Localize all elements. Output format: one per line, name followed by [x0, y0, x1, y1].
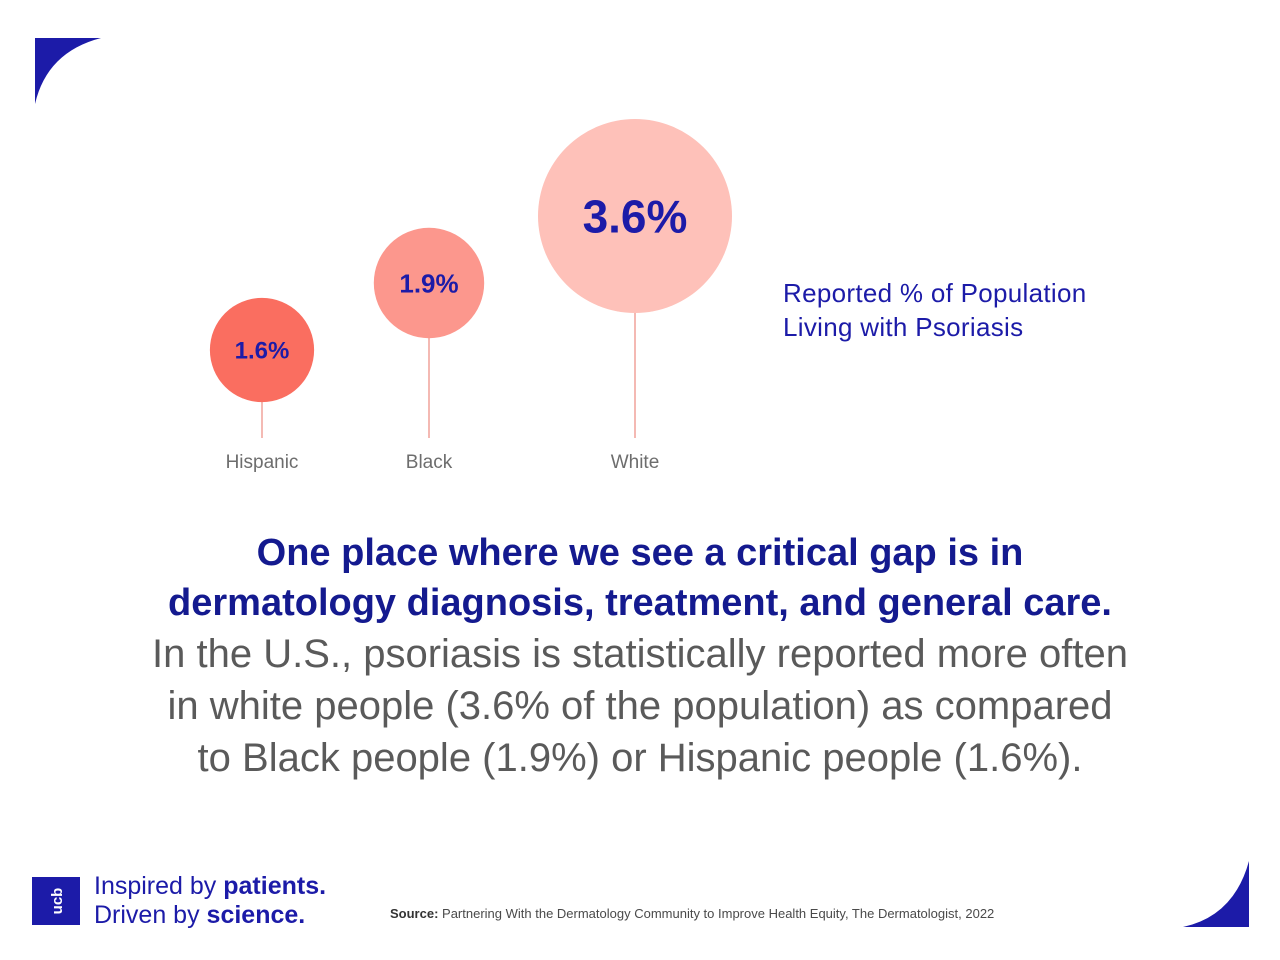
bottom-right-corner-shape	[1183, 861, 1249, 927]
tagline-line-1: Inspired by patients.	[94, 872, 326, 901]
tagline-line-2: Driven by science.	[94, 901, 326, 930]
bubble-white	[538, 119, 732, 313]
legend-line-1: Reported % of Population	[783, 278, 1087, 308]
category-label-hispanic: Hispanic	[226, 452, 299, 473]
bubble-black	[373, 227, 485, 339]
body-text: In the U.S., psoriasis is statistically …	[40, 628, 1240, 784]
tagline-2-regular: Driven by	[94, 901, 207, 929]
source-label: Source:	[390, 906, 439, 921]
chart-legend: Reported % of Population Living with Pso…	[783, 276, 1087, 344]
headline: One place where we see a critical gap is…	[40, 528, 1240, 628]
category-label-white: White	[611, 452, 660, 473]
top-left-corner-shape	[35, 38, 101, 104]
bubble-hispanic	[209, 297, 315, 403]
ucb-logo: ucb	[32, 877, 80, 925]
psoriasis-bubble-chart: 1.6% Hispanic 1.9% Black 3.6% White	[209, 119, 732, 473]
tagline-2-bold: science.	[206, 901, 306, 929]
value-label-white: 3.6%	[583, 191, 688, 243]
ucb-logo-icon: ucb	[49, 888, 66, 915]
message-block: One place where we see a critical gap is…	[40, 528, 1240, 784]
category-label-black: Black	[406, 452, 453, 473]
ucb-logo-text: ucb	[49, 888, 66, 915]
source-citation: Source: Partnering With the Dermatology …	[390, 906, 994, 921]
value-label-black: 1.9%	[399, 268, 458, 298]
body-line-3: to Black people (1.9%) or Hispanic peopl…	[197, 736, 1083, 780]
tagline: Inspired by patients. Driven by science.	[94, 872, 326, 930]
source-text: Partnering With the Dermatology Communit…	[438, 906, 995, 921]
tagline-1-regular: Inspired by	[94, 872, 224, 900]
headline-line-1: One place where we see a critical gap is…	[256, 532, 1024, 574]
legend-line-2: Living with Psoriasis	[783, 312, 1024, 342]
tagline-1-bold: patients.	[223, 872, 327, 900]
value-label-hispanic: 1.6%	[235, 338, 290, 365]
body-line-1: In the U.S., psoriasis is statistically …	[152, 632, 1128, 676]
body-line-2: in white people (3.6% of the population)…	[167, 684, 1113, 728]
headline-line-2: dermatology diagnosis, treatment, and ge…	[168, 582, 1112, 624]
